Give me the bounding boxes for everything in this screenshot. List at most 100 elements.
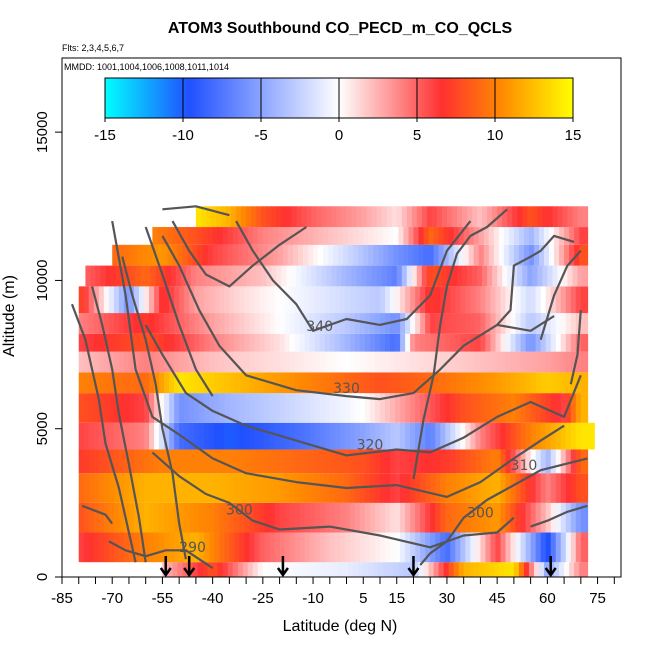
heatmap-cell: [477, 206, 483, 228]
heatmap-cell: [314, 473, 321, 503]
heatmap-cell: [264, 449, 271, 474]
heatmap-cell: [123, 502, 130, 533]
heatmap-cell: [90, 265, 97, 287]
heatmap-cell: [169, 473, 175, 503]
heatmap-cell: [554, 562, 560, 577]
heatmap-cell: [154, 313, 160, 334]
heatmap-cell: [314, 502, 321, 533]
heatmap-cell: [440, 393, 446, 423]
heatmap-cell: [535, 422, 542, 450]
heatmap-cell: [329, 449, 336, 474]
heatmap-cell: [167, 227, 174, 245]
heatmap-cell: [341, 206, 348, 228]
heatmap-cell: [249, 351, 256, 373]
heatmap-cell: [339, 393, 346, 423]
heatmap-cell: [455, 422, 461, 450]
heatmap-cell: [405, 333, 411, 352]
heatmap-cell: [179, 393, 185, 423]
heatmap-cell: [383, 244, 389, 266]
heatmap-cell: [492, 206, 498, 228]
heatmap-cell: [249, 532, 256, 563]
heatmap-cell: [465, 393, 471, 423]
heatmap-cell: [368, 244, 374, 266]
heatmap-cell: [455, 473, 461, 503]
heatmap-cell: [528, 227, 535, 245]
heatmap-cell: [162, 227, 169, 245]
heatmap-cell: [410, 351, 416, 373]
heatmap-cell: [369, 532, 376, 563]
heatmap-cell: [254, 333, 261, 352]
heatmap-cell: [259, 393, 266, 423]
heatmap-cell: [304, 449, 311, 474]
heatmap-cell: [239, 532, 246, 563]
heatmap-cell: [164, 502, 170, 533]
heatmap-cell: [83, 532, 90, 563]
heatmap-cell: [329, 532, 336, 563]
heatmap-cell: [294, 449, 301, 474]
heatmap-cell: [289, 502, 296, 533]
heatmap-cell: [197, 562, 204, 577]
heatmap-cell: [445, 422, 451, 450]
heatmap-cell: [334, 502, 341, 533]
heatmap-cell: [287, 227, 294, 245]
heatmap-cell: [224, 333, 230, 352]
heatmap-cell: [154, 473, 160, 503]
heatmap-cell: [123, 422, 130, 450]
heatmap-cell: [525, 313, 532, 334]
heatmap-cell: [179, 473, 185, 503]
heatmap-cell: [570, 333, 577, 352]
heatmap-cell: [374, 372, 381, 394]
heatmap-cell: [507, 206, 513, 228]
heatmap-cell: [500, 313, 507, 334]
heatmap-cell: [349, 532, 356, 563]
heatmap-cell: [495, 449, 502, 474]
heatmap-cell: [510, 449, 517, 474]
heatmap-cell: [113, 393, 120, 423]
heatmap-cell: [426, 206, 433, 228]
heatmap-cell: [222, 227, 229, 245]
heatmap-cell: [565, 313, 572, 334]
heatmap-cell: [236, 206, 242, 228]
heatmap-cell: [329, 393, 336, 423]
heatmap-cell: [470, 449, 476, 474]
heatmap-cell: [520, 333, 527, 352]
heatmap-cell: [261, 206, 267, 228]
heatmap-cell: [174, 473, 180, 503]
heatmap-cell: [503, 227, 510, 245]
heatmap-cell: [480, 473, 487, 503]
heatmap-cell: [406, 265, 413, 287]
heatmap-cell: [470, 286, 476, 314]
heatmap-cell: [149, 372, 155, 394]
heatmap-cell: [425, 449, 431, 474]
x-tick-label: -10: [302, 590, 324, 607]
heatmap-cell: [400, 286, 406, 314]
heatmap-cell: [149, 473, 155, 503]
contour-line: [108, 540, 214, 570]
heatmap-cell: [291, 265, 297, 287]
heatmap-cell: [472, 265, 478, 287]
heatmap-cell: [189, 502, 195, 533]
heatmap-cell: [555, 333, 562, 352]
heatmap-cell: [569, 227, 575, 245]
heatmap-cell: [118, 372, 125, 394]
heatmap-cell: [289, 313, 296, 334]
heatmap-cell: [349, 449, 356, 474]
heatmap-cell: [570, 422, 577, 450]
heatmap-cell: [254, 449, 261, 474]
heatmap-cell: [138, 449, 145, 474]
heatmap-cell: [88, 372, 95, 394]
heatmap-cell: [244, 351, 251, 373]
heatmap-cell: [470, 502, 476, 533]
heatmap-cell: [530, 393, 537, 423]
heatmap-cell: [431, 206, 438, 228]
heatmap-cell: [505, 333, 512, 352]
heatmap-cell: [137, 244, 143, 266]
heatmap-cell: [359, 449, 366, 474]
heatmap-cell: [390, 393, 396, 423]
heatmap-cell: [309, 372, 316, 394]
heatmap-cell: [259, 372, 266, 394]
heatmap-cell: [410, 502, 416, 533]
heatmap-cell: [259, 351, 266, 373]
heatmap-cell: [540, 473, 547, 503]
heatmap-cell: [374, 449, 381, 474]
